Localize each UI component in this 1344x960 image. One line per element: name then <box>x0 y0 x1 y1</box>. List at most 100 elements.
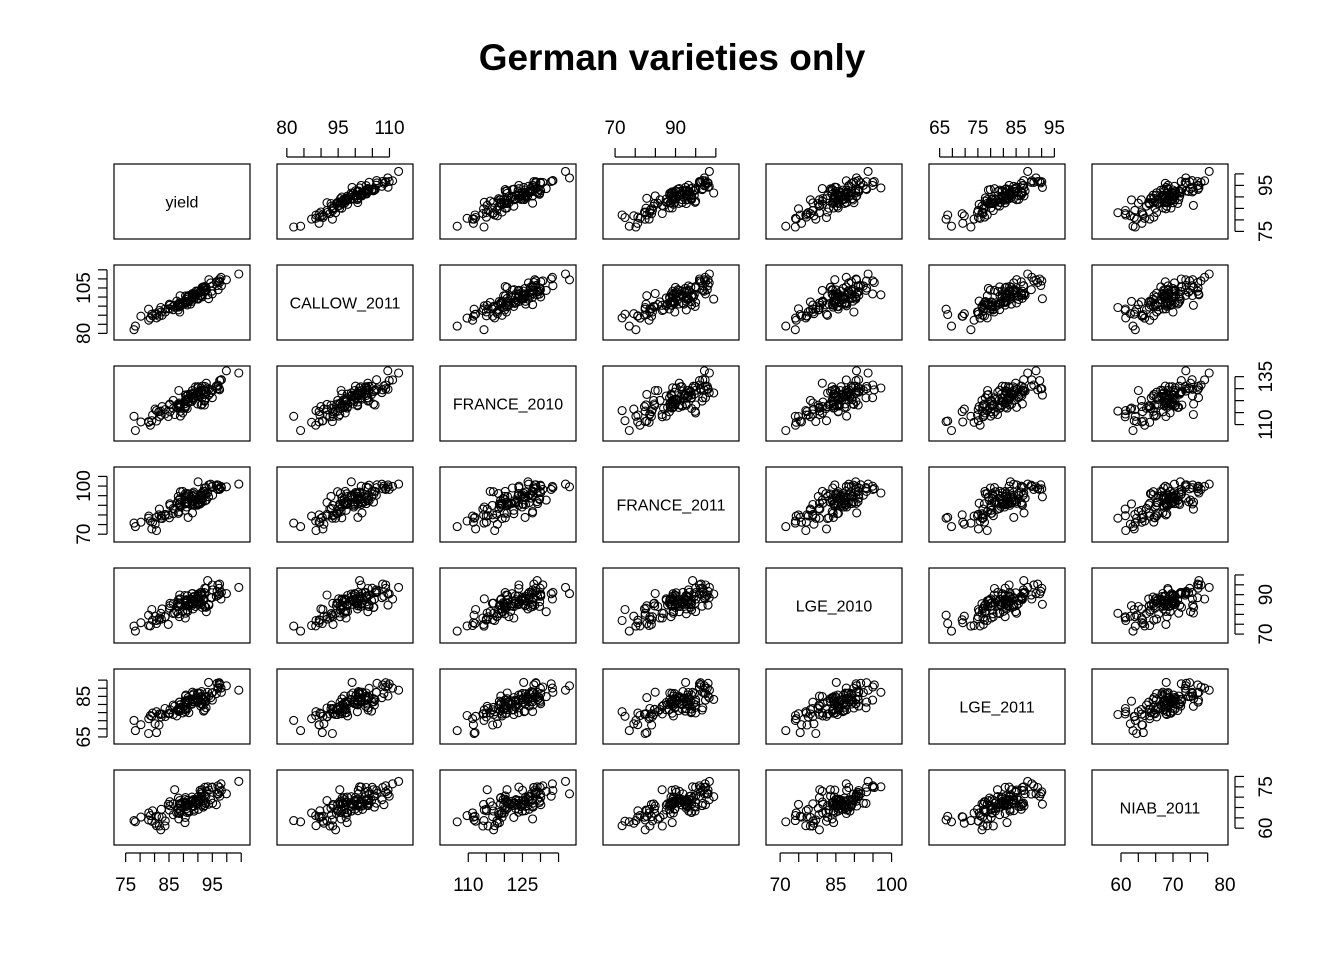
data-point <box>1181 280 1191 291</box>
data-point <box>337 402 347 412</box>
data-point <box>698 281 708 291</box>
data-point <box>322 410 332 420</box>
data-point <box>479 816 489 826</box>
data-point <box>1019 782 1029 792</box>
data-point <box>452 221 462 231</box>
panel-NIAB_2011-vs-LGE_2010 <box>765 769 903 846</box>
data-point <box>151 728 162 738</box>
data-point <box>822 310 833 320</box>
data-point <box>876 488 886 498</box>
data-point <box>546 589 556 599</box>
data-point <box>1204 685 1214 695</box>
data-point <box>814 691 825 701</box>
data-point <box>502 293 512 303</box>
data-point <box>1138 618 1148 629</box>
data-point <box>1130 404 1140 415</box>
data-point <box>1144 402 1154 412</box>
data-point <box>462 213 472 223</box>
data-point <box>322 612 332 622</box>
data-point <box>514 580 524 590</box>
data-point <box>1126 601 1137 611</box>
data-point <box>510 497 520 507</box>
data-point <box>982 821 992 831</box>
data-point <box>355 801 365 811</box>
data-point <box>647 720 657 730</box>
data-point <box>633 708 643 718</box>
data-point <box>829 818 839 828</box>
data-point <box>175 301 185 311</box>
panel-frame <box>1091 264 1229 341</box>
data-point <box>546 791 556 801</box>
data-point <box>978 411 988 422</box>
data-point <box>500 281 510 292</box>
data-point <box>694 679 705 689</box>
data-point <box>234 269 244 279</box>
data-point <box>1130 205 1140 215</box>
data-point <box>1009 285 1019 295</box>
data-point <box>1204 368 1214 378</box>
panel-frame <box>113 264 251 341</box>
data-point <box>821 300 831 310</box>
data-point <box>481 212 491 222</box>
data-point <box>801 311 811 321</box>
data-point <box>130 522 140 532</box>
data-point <box>156 804 166 814</box>
tick-label: 65 <box>74 726 95 747</box>
data-point <box>818 297 828 307</box>
data-point <box>957 209 967 219</box>
data-point <box>1176 387 1186 397</box>
data-point <box>1168 695 1178 705</box>
data-point <box>372 384 382 394</box>
data-point <box>366 706 377 716</box>
data-point <box>655 705 665 715</box>
data-point <box>564 789 575 799</box>
data-point <box>646 799 656 809</box>
data-point <box>657 208 667 219</box>
data-point <box>1120 511 1130 521</box>
data-point <box>328 821 338 831</box>
data-point <box>130 726 140 736</box>
data-point <box>311 525 321 536</box>
tick-label: 90 <box>665 118 686 139</box>
data-point <box>781 817 791 827</box>
panel-FRANCE_2011-vs-NIAB_2011 <box>1091 466 1229 543</box>
data-point <box>699 366 709 376</box>
data-point <box>479 594 489 604</box>
data-point <box>381 580 391 590</box>
data-point <box>130 425 140 436</box>
data-point <box>315 212 325 222</box>
data-point <box>633 218 643 228</box>
data-point <box>173 793 183 803</box>
data-point <box>181 391 191 402</box>
data-point <box>500 709 510 719</box>
data-point <box>1176 587 1186 597</box>
data-point <box>856 480 866 490</box>
data-point <box>180 797 190 807</box>
data-point <box>1027 272 1037 282</box>
data-point <box>1029 380 1039 390</box>
data-point <box>821 711 832 721</box>
data-point <box>821 807 831 818</box>
data-point <box>674 402 684 412</box>
data-point <box>943 309 953 320</box>
data-point <box>289 816 299 826</box>
data-point <box>1037 599 1047 609</box>
data-point <box>815 409 825 420</box>
data-point <box>157 604 167 614</box>
data-point <box>700 580 711 590</box>
data-point <box>666 390 676 400</box>
data-point <box>1156 700 1166 710</box>
data-point <box>992 785 1003 795</box>
data-point <box>854 490 864 500</box>
data-point <box>469 728 479 739</box>
data-point <box>649 201 659 211</box>
data-point <box>154 504 164 514</box>
tick-label: 75 <box>1256 776 1277 797</box>
data-point <box>1194 290 1204 300</box>
data-point <box>452 626 462 636</box>
data-point <box>844 181 854 191</box>
data-point <box>170 785 180 795</box>
data-point <box>620 711 630 721</box>
data-point <box>462 710 472 721</box>
data-point <box>151 821 162 831</box>
